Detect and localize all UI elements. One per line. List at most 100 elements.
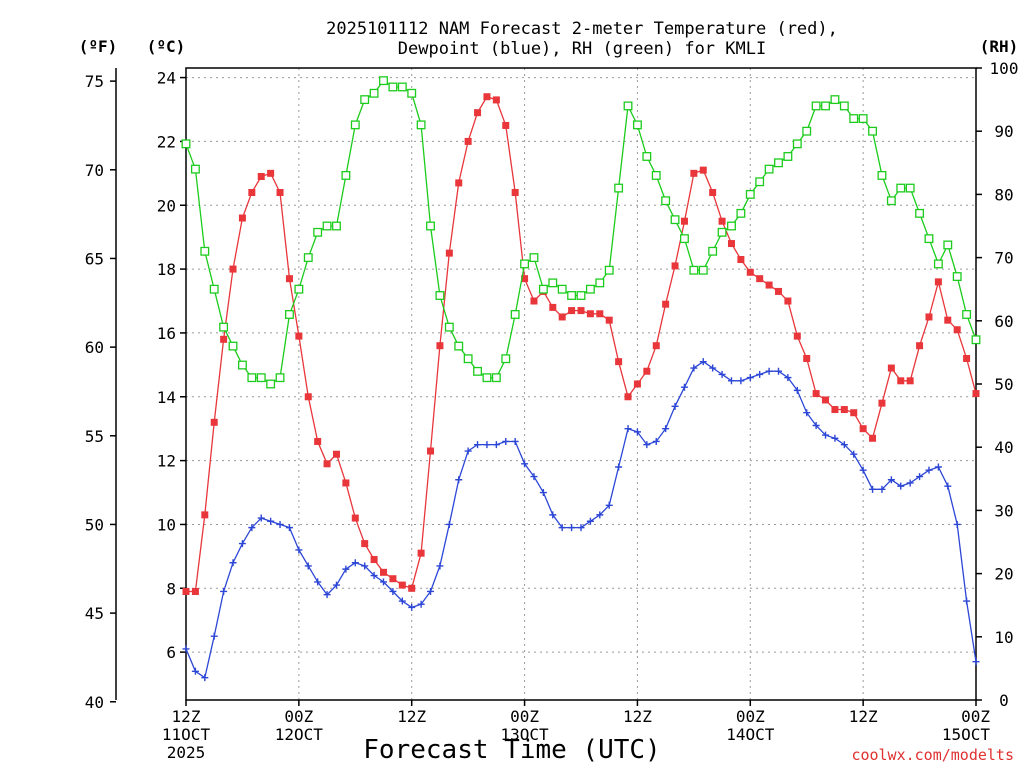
temperature-point	[314, 437, 322, 445]
celsius-tick-label: 22	[157, 132, 176, 151]
dewpoint-point	[596, 511, 604, 519]
temperature-point	[737, 256, 745, 264]
temperature-line	[186, 95, 977, 593]
temperature-point	[191, 587, 199, 595]
rh-point	[783, 152, 793, 161]
dewpoint-point	[869, 485, 877, 493]
x-tick-label: 12OCT	[275, 725, 324, 744]
temperature-point	[803, 354, 811, 362]
rh-point	[943, 240, 953, 250]
x-tick-label: 2025	[167, 743, 206, 762]
dewpoint-point	[398, 597, 406, 605]
temperature-point	[427, 447, 435, 455]
temperature-point	[840, 406, 848, 414]
temperature-point	[408, 584, 416, 592]
dewpoint-point	[389, 587, 397, 595]
rh-point	[755, 177, 765, 187]
dewpoint-point	[605, 501, 613, 509]
x-tick-label: 00Z	[284, 707, 313, 726]
dewpoint-point	[878, 485, 886, 493]
dewpoint-point	[427, 587, 435, 595]
celsius-tick-label: 10	[157, 515, 176, 534]
temperature-point	[859, 425, 867, 433]
rh-point	[971, 335, 981, 345]
rh-point	[285, 310, 294, 319]
rh-point	[303, 253, 313, 263]
temperature-point	[925, 313, 933, 321]
rh-point	[858, 114, 868, 124]
fahrenheit-tick-label: 65	[85, 249, 104, 268]
temperature-point	[492, 96, 500, 104]
rh-point	[698, 265, 708, 275]
celsius-tick-label: 14	[157, 388, 176, 407]
chart-title-line-1: 2025101112 NAM Forecast 2-meter Temperat…	[326, 19, 838, 39]
dewpoint-point	[408, 603, 416, 611]
dewpoint-point	[850, 450, 858, 458]
dewpoint-point	[474, 441, 482, 449]
dewpoint-point	[455, 476, 463, 484]
celsius-unit-label: (ºC)	[147, 37, 186, 56]
rh-point	[219, 322, 229, 332]
rh-point	[839, 101, 849, 111]
temperature-point	[756, 275, 764, 283]
dewpoint-point	[210, 632, 218, 640]
rh-point	[520, 259, 530, 269]
temperature-point	[521, 275, 529, 283]
rh-point	[689, 265, 699, 275]
dewpoint-point	[803, 409, 811, 417]
chart-title-line-2: Dewpoint (blue), RH (green) for KMLI	[398, 39, 766, 59]
dewpoint-point	[972, 658, 980, 666]
dewpoint-point	[314, 578, 322, 586]
rh-tick-label: 30	[994, 501, 1013, 520]
temperature-point	[596, 310, 604, 318]
x-tick-label: 12Z	[849, 707, 878, 726]
dewpoint-point	[680, 383, 688, 391]
celsius-tick-label: 8	[166, 579, 176, 598]
dewpoint-point	[323, 591, 331, 599]
temperature-point	[812, 390, 820, 398]
rh-point	[576, 291, 586, 300]
dewpoint-point	[615, 463, 623, 471]
dewpoint-point	[718, 370, 726, 378]
dewpoint-point	[633, 428, 641, 436]
temperature-point	[972, 390, 980, 398]
rh-point	[821, 101, 830, 111]
rh-point	[962, 310, 972, 319]
rh-point	[905, 183, 915, 193]
x-axis-title: Forecast Time (UTC)	[363, 735, 660, 765]
rh-point	[247, 373, 257, 383]
temperature-point	[398, 581, 406, 589]
rh-point	[745, 189, 755, 199]
rh-line	[185, 79, 977, 385]
rh-point	[237, 360, 247, 370]
rh-point	[341, 170, 351, 180]
rh-point	[228, 341, 238, 351]
rh-point	[557, 284, 567, 294]
temperature-point	[568, 307, 576, 315]
rh-point	[830, 95, 840, 105]
temperature-point	[220, 335, 228, 343]
grid	[186, 68, 976, 700]
dewpoint-point	[558, 524, 566, 532]
rh-tick-label: 40	[994, 438, 1013, 457]
rh-point	[933, 259, 943, 269]
temperature-point	[652, 342, 660, 350]
rh-point	[426, 221, 435, 231]
rh-point	[200, 246, 210, 256]
temperature-point	[361, 540, 369, 548]
rh-point	[454, 341, 464, 351]
dewpoint-point	[295, 546, 303, 554]
dewpoint-point	[831, 434, 839, 442]
x-tick-label: 11OCT	[162, 725, 211, 744]
dewpoint-point	[530, 473, 538, 481]
dewpoint-point	[897, 482, 905, 490]
dewpoint-point	[934, 463, 942, 471]
x-tick-label: 13OCT	[500, 725, 549, 744]
dewpoint-point	[182, 645, 190, 653]
temperature-series	[182, 93, 980, 595]
fahrenheit-tick-label: 70	[85, 161, 104, 180]
temperature-point	[351, 514, 359, 522]
dewpoint-point	[511, 437, 519, 445]
rh-point	[388, 82, 398, 92]
